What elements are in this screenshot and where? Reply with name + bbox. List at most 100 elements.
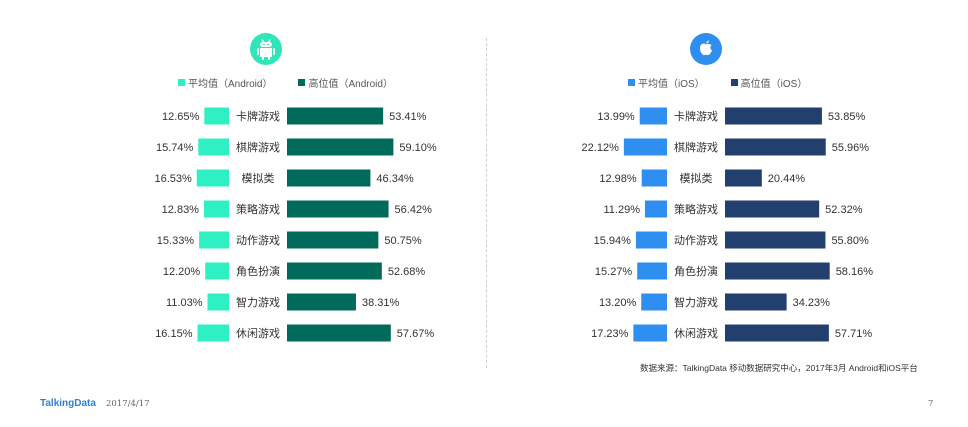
- category-label: 动作游戏: [674, 234, 718, 247]
- average-bar: [205, 262, 229, 280]
- average-value-label: 13.99%: [597, 111, 635, 123]
- average-bar: [641, 293, 667, 311]
- panel-divider: [486, 38, 487, 368]
- average-bar: [639, 107, 667, 125]
- high-bar: [725, 169, 762, 187]
- category-label: 休闲游戏: [236, 326, 280, 340]
- category-label: 角色扮演: [674, 264, 718, 278]
- category-label: 角色扮演: [236, 264, 280, 278]
- high-bar: [287, 200, 389, 218]
- average-value-label: 13.20%: [599, 297, 637, 309]
- page-number: 7: [928, 399, 934, 409]
- average-bar: [203, 200, 229, 218]
- average-value-label: 11.03%: [166, 297, 203, 309]
- average-bar: [196, 169, 229, 187]
- average-value-label: 12.65%: [162, 111, 200, 123]
- high-value-label: 57.71%: [835, 328, 873, 340]
- average-bar: [204, 107, 229, 125]
- legend-item-high: 高位值（Android）: [298, 75, 393, 90]
- average-bar: [207, 293, 229, 311]
- high-bar: [287, 169, 371, 187]
- high-value-label: 57.67%: [397, 328, 435, 340]
- legend-item-high: 高位值（iOS）: [730, 75, 808, 90]
- average-value-label: 16.53%: [154, 173, 192, 185]
- high-bar: [287, 138, 394, 156]
- ios-legend: 平均值（iOS） 高位值（iOS）: [628, 75, 807, 90]
- high-value-label: 59.10%: [399, 142, 437, 154]
- high-value-label: 53.85%: [828, 111, 866, 123]
- high-bar: [725, 231, 826, 249]
- high-value-label: 53.41%: [389, 111, 427, 123]
- android-icon: [250, 33, 282, 65]
- high-value-label: 56.42%: [395, 204, 433, 216]
- legend-high-swatch: [298, 79, 306, 86]
- high-value-label: 55.96%: [832, 142, 870, 154]
- android-legend: 平均值（Android） 高位值（Android）: [178, 75, 393, 90]
- high-bar: [725, 138, 826, 156]
- android-bar-chart: 12.65% 卡牌游戏 53.41% 15.74% 棋牌游戏 59.10% 16.53% 模拟…: [154, 107, 437, 342]
- average-value-label: 15.74%: [156, 142, 194, 154]
- legend-average-swatch: [628, 79, 635, 86]
- average-value-label: 12.83%: [162, 204, 200, 216]
- legend-average-swatch: [178, 79, 185, 86]
- category-label: 动作游戏: [236, 234, 280, 247]
- high-bar: [287, 324, 391, 342]
- category-label: 卡牌游戏: [674, 109, 718, 123]
- category-label: 棋牌游戏: [236, 140, 280, 154]
- average-bar: [623, 138, 667, 156]
- high-value-label: 34.23%: [793, 297, 831, 309]
- high-bar: [725, 324, 829, 342]
- high-value-label: 58.16%: [836, 266, 874, 278]
- category-label: 策略游戏: [236, 202, 280, 216]
- category-label: 智力游戏: [674, 295, 718, 309]
- average-bar: [644, 200, 667, 218]
- high-value-label: 20.44%: [768, 173, 806, 185]
- average-value-label: 16.15%: [155, 328, 193, 340]
- average-value-label: 15.33%: [157, 235, 195, 247]
- high-value-label: 52.32%: [825, 204, 863, 216]
- high-value-label: 52.68%: [388, 266, 426, 278]
- legend-high-swatch: [730, 79, 738, 86]
- high-value-label: 46.34%: [376, 173, 414, 185]
- high-bar: [725, 262, 830, 280]
- high-bar: [725, 200, 820, 218]
- average-value-label: 12.98%: [599, 173, 637, 185]
- high-bar: [725, 293, 787, 311]
- average-value-label: 15.27%: [595, 266, 633, 278]
- average-bar: [641, 169, 667, 187]
- category-label: 策略游戏: [674, 202, 718, 216]
- data-source-note: 数据来源：TalkingData 移动数据研究中心，2017年3月 Androi…: [640, 363, 918, 373]
- average-value-label: 17.23%: [591, 328, 629, 340]
- high-bar: [287, 293, 356, 311]
- android-chart-panel: 平均值（Android） 高位值（Android） 12.65% 卡牌游戏 53.4…: [154, 33, 437, 342]
- legend-average-label: 平均值（Android）: [188, 79, 273, 90]
- high-value-label: 50.75%: [384, 235, 422, 247]
- legend-item-average: 平均值（Android）: [178, 75, 272, 90]
- average-bar: [199, 231, 229, 249]
- average-value-label: 15.94%: [594, 235, 632, 247]
- footer-date: 2017/4/17: [106, 399, 150, 409]
- legend-average-label: 平均值（iOS）: [638, 79, 705, 90]
- high-bar: [725, 107, 822, 125]
- category-label: 智力游戏: [236, 295, 280, 309]
- average-bar: [637, 262, 667, 280]
- average-bar: [633, 324, 667, 342]
- legend-item-average: 平均值（iOS）: [628, 75, 705, 90]
- legend-high-label: 高位值（Android）: [308, 79, 393, 90]
- high-bar: [287, 262, 382, 280]
- average-bar: [197, 324, 229, 342]
- legend-high-label: 高位值（iOS）: [740, 79, 808, 90]
- high-bar: [287, 107, 384, 125]
- category-label: 卡牌游戏: [236, 109, 280, 123]
- average-value-label: 12.20%: [163, 266, 201, 278]
- category-label: 棋牌游戏: [674, 140, 718, 154]
- average-value-label: 22.12%: [582, 142, 620, 154]
- apple-icon: [690, 33, 722, 65]
- high-value-label: 38.31%: [362, 297, 400, 309]
- category-label: 休闲游戏: [674, 326, 718, 340]
- category-label: 模拟类: [680, 171, 713, 185]
- high-value-label: 55.80%: [831, 235, 869, 247]
- brand-logo: TalkingData: [40, 398, 96, 409]
